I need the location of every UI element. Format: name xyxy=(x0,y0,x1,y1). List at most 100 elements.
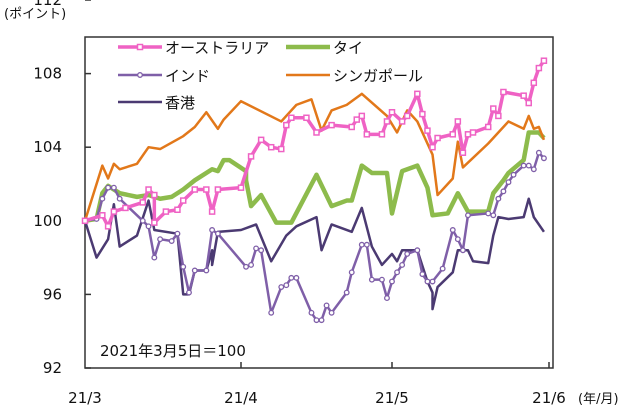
data-point xyxy=(99,212,106,219)
series-line xyxy=(83,92,546,222)
data-point xyxy=(540,155,547,162)
legend-label: インド xyxy=(165,67,210,85)
data-point xyxy=(323,302,330,309)
data-point xyxy=(313,317,320,324)
series-3 xyxy=(83,92,546,222)
legend-label: 香港 xyxy=(165,94,195,112)
data-point xyxy=(414,247,421,254)
series-line xyxy=(84,59,546,229)
data-point xyxy=(490,212,497,219)
data-point xyxy=(454,118,462,125)
data-point xyxy=(318,317,325,324)
data-point xyxy=(116,195,123,202)
data-point xyxy=(378,131,386,138)
axis-ticks xyxy=(85,0,550,369)
data-point xyxy=(328,309,335,316)
data-point xyxy=(81,217,89,225)
data-point xyxy=(151,191,158,199)
data-point xyxy=(495,112,502,120)
data-point xyxy=(439,265,446,272)
data-point xyxy=(288,114,295,122)
data-point xyxy=(328,121,335,129)
data-point xyxy=(363,131,371,138)
data-point xyxy=(203,186,210,193)
legend-label: シンガポール xyxy=(333,67,423,85)
data-point xyxy=(237,184,245,191)
legend-item: オーストラリア xyxy=(118,39,269,57)
data-point xyxy=(399,262,406,268)
data-point xyxy=(122,204,129,212)
y-tick-label: 112 xyxy=(33,0,62,9)
x-tick-label: 21/4 xyxy=(224,389,258,407)
plot-frame xyxy=(84,36,554,369)
legend-item: インド xyxy=(118,67,210,85)
y-tick-label: 100 xyxy=(33,212,62,230)
data-point xyxy=(353,116,361,123)
data-point xyxy=(203,267,210,274)
series-2 xyxy=(82,149,547,324)
data-point xyxy=(162,208,170,215)
data-point xyxy=(388,108,396,116)
data-point xyxy=(530,79,538,87)
data-point xyxy=(214,230,221,237)
data-point xyxy=(105,184,112,191)
data-point xyxy=(151,219,158,226)
data-point xyxy=(358,112,366,120)
data-point xyxy=(484,123,492,131)
data-point xyxy=(348,123,355,131)
data-point xyxy=(384,295,390,302)
data-point xyxy=(383,118,391,125)
data-point xyxy=(363,241,370,248)
x-axis-label: (年/月) xyxy=(578,392,619,407)
data-point xyxy=(358,241,365,248)
data-point xyxy=(348,269,355,276)
data-point xyxy=(157,236,164,243)
series-lines xyxy=(81,57,548,324)
data-point xyxy=(429,278,436,285)
data-point xyxy=(99,195,106,202)
legend-item: 香港 xyxy=(118,94,195,112)
data-point xyxy=(505,179,512,186)
data-point xyxy=(139,217,146,224)
data-point xyxy=(500,88,507,96)
data-point xyxy=(243,263,249,270)
legend-marker xyxy=(137,72,143,78)
data-point xyxy=(424,278,431,285)
data-point xyxy=(454,236,461,243)
data-point xyxy=(520,162,527,169)
data-point xyxy=(500,188,507,195)
data-point xyxy=(464,131,472,138)
legend-item: タイ xyxy=(286,39,363,57)
data-point xyxy=(414,90,421,98)
data-point xyxy=(419,271,426,278)
y-tick-label: 108 xyxy=(33,65,62,83)
series-line xyxy=(83,197,545,311)
series-0 xyxy=(81,57,548,230)
data-point xyxy=(293,274,300,281)
data-point xyxy=(525,99,532,107)
data-point xyxy=(174,230,181,237)
data-point xyxy=(139,199,147,206)
data-point xyxy=(174,206,181,214)
data-point xyxy=(145,223,152,230)
data-point xyxy=(540,57,548,64)
data-point xyxy=(258,247,265,254)
data-point xyxy=(419,110,426,118)
series-1 xyxy=(84,130,546,225)
data-point xyxy=(268,309,275,316)
data-point xyxy=(267,143,275,151)
data-point xyxy=(110,208,118,215)
data-point xyxy=(247,153,255,160)
data-point xyxy=(378,276,385,283)
data-point xyxy=(398,118,406,125)
y-tick-label: 104 xyxy=(33,138,62,156)
data-point xyxy=(404,250,411,257)
data-point xyxy=(303,114,310,122)
legend-label: オーストラリア xyxy=(165,39,269,57)
y-tick-labels: 112 108 104 100 96 92 xyxy=(33,0,62,377)
data-point xyxy=(288,274,295,281)
data-point xyxy=(145,186,152,193)
data-point xyxy=(283,121,290,129)
series-line xyxy=(84,130,546,225)
